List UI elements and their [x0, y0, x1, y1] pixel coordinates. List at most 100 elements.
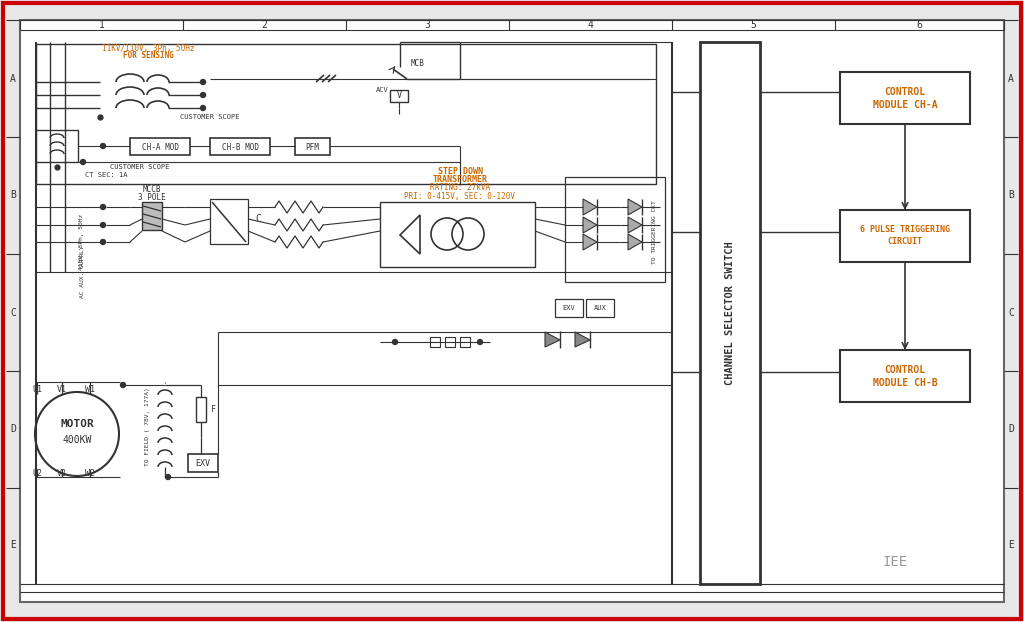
- Bar: [565, 177, 665, 282]
- Text: U1: U1: [32, 386, 42, 394]
- Text: V2: V2: [57, 470, 67, 478]
- Polygon shape: [545, 332, 560, 347]
- Text: MCCB: MCCB: [142, 185, 161, 195]
- Bar: [460, 337, 470, 347]
- Text: TO TRIGGERING CKT: TO TRIGGERING CKT: [652, 200, 657, 264]
- Circle shape: [121, 383, 126, 388]
- Text: CUSTOMER SCOPE: CUSTOMER SCOPE: [110, 164, 170, 170]
- Text: A: A: [1008, 73, 1014, 83]
- Polygon shape: [575, 332, 590, 347]
- Text: MCB: MCB: [411, 60, 425, 68]
- Text: 11KV/110V, 3Ph, 50Hz: 11KV/110V, 3Ph, 50Hz: [101, 44, 195, 52]
- Text: B: B: [1008, 190, 1014, 200]
- Text: 6: 6: [916, 20, 923, 30]
- Text: 3 POLE: 3 POLE: [138, 193, 166, 203]
- Text: A: A: [10, 73, 16, 83]
- Text: CUSTOMER SCOPE: CUSTOMER SCOPE: [180, 114, 240, 120]
- Polygon shape: [583, 217, 597, 233]
- Polygon shape: [628, 234, 642, 250]
- Text: CHANNEL SELECTOR SWITCH: CHANNEL SELECTOR SWITCH: [725, 241, 735, 385]
- Bar: [555, 299, 583, 317]
- Text: 2: 2: [261, 20, 267, 30]
- Polygon shape: [583, 234, 597, 250]
- Polygon shape: [628, 217, 642, 233]
- Bar: [430, 337, 440, 347]
- Text: F: F: [212, 406, 216, 414]
- Text: CONTROL: CONTROL: [885, 365, 926, 375]
- Text: 4: 4: [588, 20, 594, 30]
- Text: AC AUX. SUPPLY: AC AUX. SUPPLY: [80, 246, 85, 299]
- Text: CT SEC: 1A: CT SEC: 1A: [85, 172, 128, 178]
- Text: 400KW: 400KW: [62, 435, 92, 445]
- Text: AUX: AUX: [594, 305, 606, 311]
- Bar: [36, 44, 656, 184]
- Text: C: C: [255, 214, 261, 224]
- Text: V: V: [396, 91, 401, 101]
- Text: W2: W2: [85, 470, 95, 478]
- Bar: [188, 454, 218, 472]
- Text: FOR SENSING: FOR SENSING: [123, 52, 173, 60]
- Text: TO FIELD ( 78V, 177A): TO FIELD ( 78V, 177A): [145, 388, 151, 466]
- Text: 3: 3: [425, 20, 430, 30]
- Bar: [700, 42, 760, 584]
- Circle shape: [100, 144, 105, 149]
- Text: MODULE CH-A: MODULE CH-A: [872, 100, 937, 110]
- Circle shape: [81, 159, 85, 164]
- Bar: [380, 202, 535, 267]
- Text: CIRCUIT: CIRCUIT: [888, 238, 923, 246]
- Text: E: E: [1008, 540, 1014, 550]
- Text: C: C: [10, 307, 16, 317]
- Text: PRI: 0-415V, SEC: 0-120V: PRI: 0-415V, SEC: 0-120V: [404, 192, 515, 200]
- Text: E: E: [10, 540, 16, 550]
- Text: ACV: ACV: [376, 87, 388, 93]
- Polygon shape: [628, 199, 642, 215]
- Circle shape: [35, 392, 119, 476]
- Text: MODULE CH-B: MODULE CH-B: [872, 378, 937, 388]
- Text: CONTROL: CONTROL: [885, 87, 926, 97]
- Text: PFM: PFM: [305, 142, 318, 152]
- Bar: [36, 130, 78, 162]
- Bar: [586, 299, 614, 317]
- Bar: [210, 199, 248, 244]
- Circle shape: [477, 340, 482, 345]
- Text: RATING: 27kVA: RATING: 27kVA: [430, 183, 490, 192]
- Bar: [390, 90, 408, 102]
- Bar: [130, 138, 190, 155]
- Circle shape: [100, 223, 105, 228]
- Bar: [196, 397, 206, 422]
- Bar: [445, 337, 455, 347]
- Circle shape: [392, 340, 397, 345]
- Circle shape: [166, 475, 171, 480]
- Text: IEE: IEE: [883, 555, 907, 569]
- Text: U2: U2: [32, 470, 42, 478]
- Text: D: D: [10, 424, 16, 435]
- Text: EXV: EXV: [196, 458, 211, 468]
- Circle shape: [100, 205, 105, 210]
- Bar: [295, 138, 330, 155]
- Circle shape: [201, 80, 206, 85]
- Text: V1: V1: [57, 386, 67, 394]
- Bar: [840, 72, 970, 124]
- Text: CH-A MOD: CH-A MOD: [141, 142, 178, 152]
- Text: CH-B MOD: CH-B MOD: [221, 142, 258, 152]
- Bar: [840, 210, 970, 262]
- Bar: [210, 138, 270, 155]
- Text: B: B: [10, 190, 16, 200]
- Text: D: D: [1008, 424, 1014, 435]
- Text: C: C: [1008, 307, 1014, 317]
- Circle shape: [201, 93, 206, 98]
- Text: STEP DOWN: STEP DOWN: [437, 167, 482, 177]
- Text: 415V, 3Ph, 50Hz: 415V, 3Ph, 50Hz: [80, 214, 85, 270]
- Text: TRANSFORMER: TRANSFORMER: [432, 175, 487, 185]
- Text: MOTOR: MOTOR: [60, 419, 94, 429]
- Circle shape: [201, 106, 206, 111]
- Text: W1: W1: [85, 386, 95, 394]
- Text: 5: 5: [751, 20, 757, 30]
- Polygon shape: [583, 199, 597, 215]
- Text: EXV: EXV: [562, 305, 575, 311]
- Text: 6 PULSE TRIGGERING: 6 PULSE TRIGGERING: [860, 225, 950, 233]
- Bar: [142, 202, 162, 230]
- Circle shape: [100, 239, 105, 244]
- Text: 1: 1: [98, 20, 104, 30]
- Bar: [840, 350, 970, 402]
